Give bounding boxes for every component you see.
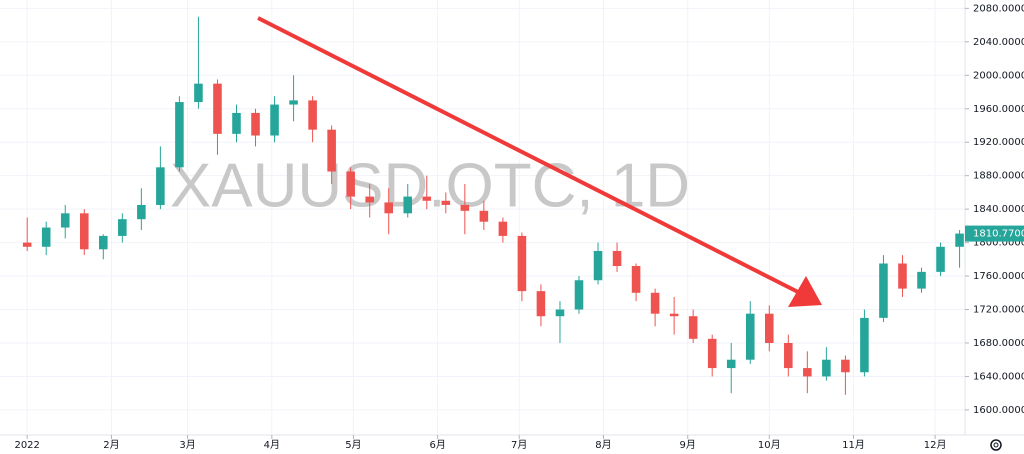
candle-body bbox=[60, 213, 70, 228]
candle-body bbox=[194, 83, 203, 103]
last-price-label: 1810.7700 bbox=[973, 229, 1024, 240]
candle-body bbox=[688, 316, 698, 339]
candle-body bbox=[346, 171, 355, 197]
candle-body bbox=[232, 112, 241, 134]
x-tick-label: 7月 bbox=[511, 439, 527, 451]
candle-body bbox=[860, 317, 869, 373]
candle-body bbox=[365, 196, 374, 203]
candle-body bbox=[137, 204, 146, 220]
y-tick-label: 1800.0000 bbox=[973, 238, 1024, 249]
x-tick-label: 5月 bbox=[345, 439, 361, 451]
arrow-shaft bbox=[257, 16, 801, 295]
x-tick-label: 2022 bbox=[14, 440, 39, 451]
y-tick-label: 2000.0000 bbox=[973, 70, 1024, 81]
candle-body bbox=[955, 233, 964, 247]
gear-center[interactable] bbox=[993, 442, 999, 448]
y-tick-label: 1960.0000 bbox=[973, 104, 1024, 115]
x-tick-label: 9月 bbox=[680, 439, 696, 451]
candle-body bbox=[156, 167, 165, 205]
axes: 1600.0000 1640.0000 1680.0000 1720.0000 1760… bbox=[14, 3, 1024, 451]
x-tick-label: 10月 bbox=[758, 439, 781, 451]
candle-body bbox=[441, 200, 451, 205]
y-tick-label: 1840.0000 bbox=[973, 204, 1024, 215]
y-tick-label: 1680.0000 bbox=[973, 338, 1024, 349]
candle-body bbox=[765, 313, 774, 343]
candle-body bbox=[479, 210, 489, 222]
candle-body bbox=[555, 309, 565, 317]
x-tick-label: 11月 bbox=[842, 439, 865, 451]
candle-body bbox=[270, 104, 279, 136]
candle-body bbox=[726, 359, 736, 369]
y-tick-label: 1880.0000 bbox=[973, 171, 1024, 182]
gear[interactable] bbox=[990, 439, 1002, 451]
candle-body bbox=[650, 292, 660, 314]
x-tick-label: 3月 bbox=[179, 439, 195, 451]
candle-body bbox=[784, 342, 793, 369]
candle-body bbox=[251, 112, 260, 136]
candle-body bbox=[22, 242, 32, 247]
x-tick-label: 12月 bbox=[924, 439, 947, 451]
last-price-box bbox=[965, 225, 1024, 242]
candle-body bbox=[841, 359, 850, 373]
candle-body bbox=[936, 246, 945, 272]
x-tick-label: 8月 bbox=[595, 439, 611, 451]
candle-body bbox=[175, 102, 184, 168]
candle-body bbox=[898, 263, 907, 289]
y-tick-label: 1600.0000 bbox=[973, 405, 1024, 416]
plot bbox=[22, 16, 964, 395]
watermark: XAUUSD.OTC, 1D bbox=[170, 151, 690, 220]
candle-body bbox=[79, 213, 89, 250]
candle-body bbox=[612, 250, 622, 267]
candle-body bbox=[631, 266, 641, 293]
candle-body bbox=[327, 129, 336, 172]
y-tick-label: 1720.0000 bbox=[973, 305, 1024, 316]
candle-body bbox=[384, 202, 393, 214]
candle-body bbox=[118, 219, 127, 236]
candle-body bbox=[403, 196, 413, 214]
y-tick-label: 2040.0000 bbox=[973, 37, 1024, 48]
y-tick-label: 2080.0000 bbox=[973, 3, 1024, 14]
candle-body bbox=[422, 196, 432, 201]
x-tick-label: 6月 bbox=[429, 439, 445, 451]
candle-body bbox=[99, 235, 108, 250]
settings-icon[interactable] bbox=[990, 439, 1002, 451]
candle-body bbox=[213, 83, 222, 134]
y-tick-label: 1640.0000 bbox=[973, 371, 1024, 382]
candle-body bbox=[308, 100, 317, 130]
candle-body bbox=[460, 204, 470, 211]
candle-body bbox=[879, 263, 888, 318]
candle-body bbox=[803, 368, 812, 377]
candle-body bbox=[745, 313, 755, 360]
candle-body bbox=[517, 235, 527, 292]
candle-body bbox=[536, 291, 546, 317]
candle-body bbox=[669, 313, 679, 317]
candle-body bbox=[498, 221, 508, 236]
x-tick-label: 2月 bbox=[103, 439, 119, 451]
candle-body bbox=[822, 359, 831, 377]
candle-body bbox=[707, 338, 717, 369]
arrow-head bbox=[788, 276, 822, 307]
y-tick-label: 1760.0000 bbox=[973, 271, 1024, 282]
candle-body bbox=[41, 227, 51, 247]
y-tick-label: 1920.0000 bbox=[973, 137, 1024, 148]
x-tick-label: 4月 bbox=[264, 439, 280, 451]
candle-body bbox=[593, 250, 603, 281]
candle-body bbox=[574, 280, 584, 310]
candle-body bbox=[289, 100, 298, 105]
candle-body bbox=[917, 271, 926, 289]
